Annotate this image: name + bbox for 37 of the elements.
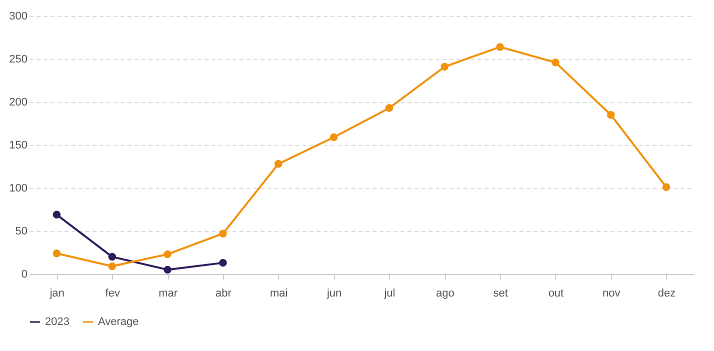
x-tick-label: dez [658, 288, 676, 300]
point [52, 249, 61, 258]
point [219, 230, 227, 238]
legend-label: Average [98, 316, 139, 328]
x-tick-label: jun [326, 288, 342, 300]
point [164, 250, 172, 258]
y-tick-label: 250 [9, 54, 28, 66]
x-tick-label: ago [436, 288, 454, 300]
point [385, 104, 394, 112]
x-tick-label: fev [105, 288, 120, 300]
point [330, 133, 338, 142]
x-tick-label: out [548, 288, 564, 300]
point [219, 258, 227, 267]
legend-label: 2023 [45, 316, 70, 328]
point [662, 183, 670, 192]
x-tick-label: mar [158, 288, 178, 300]
x-tick-label: mai [270, 288, 288, 300]
point [274, 160, 282, 168]
point [108, 252, 116, 261]
point [496, 43, 504, 51]
y-tick-label: 0 [21, 268, 28, 280]
point [552, 58, 560, 66]
point [52, 210, 61, 219]
point [607, 111, 615, 119]
point [440, 62, 448, 71]
y-tick-label: 50 [15, 226, 28, 238]
y-tick-label: 150 [9, 140, 28, 152]
x-tick-label: abr [216, 288, 232, 300]
point [164, 266, 172, 274]
y-tick-label: 100 [9, 182, 28, 194]
x-tick-label: set [493, 288, 508, 300]
x-tick-label: jan [48, 288, 65, 300]
x-tick-label: nov [602, 288, 621, 300]
y-tick-label: 200 [9, 96, 28, 108]
x-tick-label: jul [383, 288, 396, 300]
point [108, 262, 116, 270]
y-tick-label: 300 [9, 10, 28, 22]
